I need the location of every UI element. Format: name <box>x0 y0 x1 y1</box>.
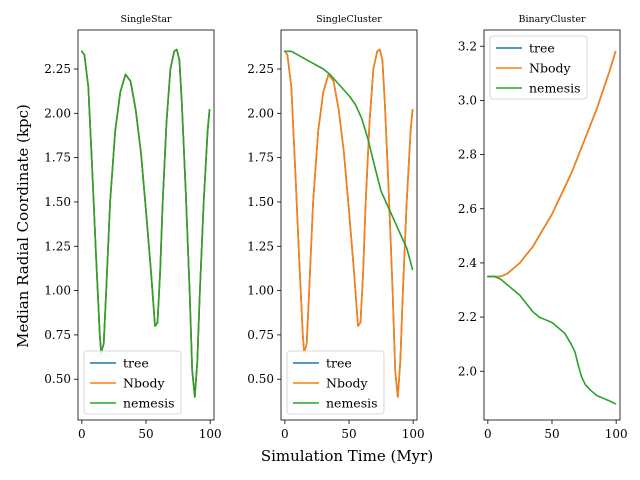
panel-title: SingleStar <box>121 14 172 25</box>
legend-label-tree: tree <box>326 356 352 371</box>
y-tick-label: 3.0 <box>458 93 477 107</box>
panel-title: SingleCluster <box>316 14 382 25</box>
series-line-nemesis <box>283 50 414 271</box>
x-tick-label: 100 <box>605 427 628 441</box>
y-tick-label: 3.2 <box>458 39 477 53</box>
legend-label-Nbody: Nbody <box>123 376 165 391</box>
y-tick-label: 1.75 <box>247 151 274 165</box>
legend-box <box>489 35 588 100</box>
x-tick-label: 100 <box>402 427 425 441</box>
legend-label-tree: tree <box>529 41 555 56</box>
y-tick-label: 2.6 <box>458 202 477 216</box>
legend-label-Nbody: Nbody <box>326 376 368 391</box>
y-tick-label: 0.75 <box>247 328 274 342</box>
legend: tree Nbody nemesis <box>83 350 182 415</box>
y-tick-label: 2.0 <box>458 364 477 378</box>
y-tick-label: 1.25 <box>247 239 274 253</box>
legend-box <box>83 350 182 415</box>
y-tick-label: 0.75 <box>44 328 71 342</box>
x-tick-label: 100 <box>199 427 222 441</box>
y-tick-label: 2.2 <box>458 310 477 324</box>
x-tick-label: 50 <box>138 427 153 441</box>
panels: SingleStar 0 50 100 0.50 0.75 1.00 1.25 1.50 1.75… <box>44 14 627 441</box>
y-tick-label: 2.25 <box>247 62 274 76</box>
y-tick-label: 1.25 <box>44 239 71 253</box>
y-tick-label: 2.25 <box>44 62 71 76</box>
y-tick-label: 0.50 <box>247 372 274 386</box>
y-tick-label: 1.50 <box>247 195 274 209</box>
y-tick-label: 2.00 <box>44 106 71 120</box>
y-tick-label: 2.4 <box>458 256 477 270</box>
legend-label-nemesis: nemesis <box>529 81 581 96</box>
y-tick-label: 1.00 <box>247 284 274 298</box>
x-tick-label: 50 <box>544 427 559 441</box>
legend-box <box>286 350 385 415</box>
legend-label-nemesis: nemesis <box>326 396 378 411</box>
panel-SingleStar: SingleStar 0 50 100 0.50 0.75 1.00 1.25 1.50 1.75… <box>44 14 221 441</box>
panel-SingleCluster: SingleCluster 0 50 100 0.50 0.75 1.00 1.25 1.50 1… <box>247 14 424 441</box>
x-tick-label: 0 <box>484 427 492 441</box>
legend: tree Nbody nemesis <box>489 35 588 100</box>
y-tick-label: 1.50 <box>44 195 71 209</box>
legend-label-nemesis: nemesis <box>123 396 175 411</box>
y-tick-label: 2.00 <box>247 106 274 120</box>
series-line-Nbody <box>486 50 617 278</box>
series-line-nemesis <box>486 275 617 405</box>
x-axis-label: Simulation Time (Myr) <box>261 447 433 465</box>
x-tick-label: 0 <box>281 427 289 441</box>
y-tick-label: 1.75 <box>44 151 71 165</box>
panel-BinaryCluster: BinaryCluster 0 50 100 2.0 2.2 2.4 2.6 2.8 3.0 3.2… <box>458 14 628 441</box>
legend-label-Nbody: Nbody <box>529 61 571 76</box>
x-tick-label: 50 <box>341 427 356 441</box>
y-tick-label: 2.8 <box>458 148 477 162</box>
legend: tree Nbody nemesis <box>286 350 385 415</box>
y-tick-label: 1.00 <box>44 284 71 298</box>
y-axis-label: Median Radial Coordinate (kpc) <box>14 104 32 348</box>
legend-label-tree: tree <box>123 356 149 371</box>
panel-title: BinaryCluster <box>519 14 586 25</box>
y-tick-label: 0.50 <box>44 372 71 386</box>
x-tick-label: 0 <box>78 427 86 441</box>
